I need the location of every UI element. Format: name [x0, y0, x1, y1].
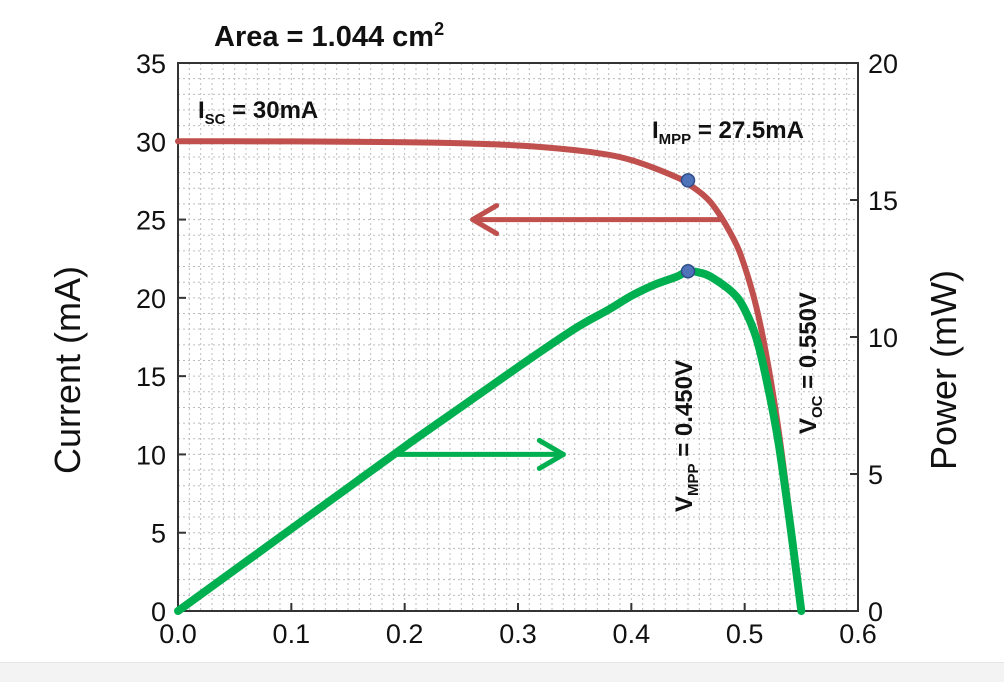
- power-mpp-marker: [680, 263, 696, 279]
- isc-value: = 30mA: [226, 97, 319, 124]
- point-layer: [680, 173, 696, 279]
- impp-subscript: MPP: [659, 131, 692, 148]
- chart-title: Area = 1.044 cm2: [214, 19, 444, 53]
- isc-subscript: SC: [205, 111, 226, 128]
- voc-subscript: OC: [809, 395, 826, 418]
- series-layer: [174, 138, 806, 615]
- vmpp-symbol: V: [671, 496, 698, 512]
- x-tick-label: 0.5: [726, 619, 764, 649]
- footer-strip: [0, 662, 1004, 682]
- y-right-tick-label: 0: [868, 597, 883, 627]
- iv-power-chart: 0.0 0.1 0.2 0.3 0.4 0.5 0.60510152025303505101…: [0, 0, 1004, 662]
- chart-background: [0, 0, 1004, 662]
- y-left-tick-label: 30: [136, 127, 166, 157]
- current-mpp-marker: [680, 173, 696, 188]
- y-right-axis-title: Power (mW): [923, 270, 964, 470]
- y-right-tick-label: 10: [868, 323, 898, 353]
- y-right-tick-label: 15: [868, 186, 898, 216]
- x-tick-label: 0.3: [499, 619, 537, 649]
- arrow-layer: [390, 203, 725, 471]
- y-right-tick-label: 20: [868, 49, 898, 79]
- y-left-axis-title: Current (mA): [47, 266, 88, 474]
- x-tick-label: 0.2: [386, 619, 424, 649]
- vmpp-annotation: VMPP = 0.450V: [671, 360, 702, 512]
- x-tick-label: 0.1: [273, 619, 311, 649]
- y-right-tick-label: 5: [868, 460, 883, 490]
- arrow-head: [536, 437, 566, 471]
- impp-annotation: IMPP = 27.5mA: [652, 117, 804, 148]
- voc-value: = 0.550V: [795, 292, 822, 395]
- arrow-head: [470, 203, 500, 237]
- power-curve: [174, 267, 806, 615]
- current-axis-arrow: [470, 203, 725, 237]
- x-tick-label: 0.6: [839, 619, 877, 649]
- impp-value: = 27.5mA: [691, 117, 804, 144]
- y-left-tick-label: 35: [136, 49, 166, 79]
- impp-symbol: I: [652, 117, 659, 144]
- y-left-tick-label: 5: [151, 519, 166, 549]
- power-axis-arrow: [390, 437, 566, 471]
- voc-symbol: V: [795, 418, 822, 434]
- chart-title-main: Area = 1.044 cm: [214, 21, 434, 53]
- isc-annotation: ISC = 30mA: [198, 97, 318, 128]
- y-left-tick-label: 15: [136, 362, 166, 392]
- x-tick-label: 0.0: [159, 619, 197, 649]
- chart-title-superscript: 2: [434, 19, 444, 39]
- y-left-tick-label: 10: [136, 440, 166, 470]
- tick-labels: 0.0 0.1 0.2 0.3 0.4 0.5 0.60510152025303505101…: [136, 49, 898, 649]
- vmpp-subscript: MPP: [685, 463, 702, 496]
- y-left-tick-label: 25: [136, 206, 166, 236]
- grid-lines: [178, 63, 858, 611]
- vmpp-value: = 0.450V: [671, 360, 698, 463]
- y-left-tick-label: 20: [136, 284, 166, 314]
- x-tick-label: 0.4: [613, 619, 651, 649]
- isc-symbol: I: [198, 97, 205, 124]
- voc-annotation: VOC = 0.550V: [795, 292, 826, 434]
- y-left-tick-label: 0: [151, 597, 166, 627]
